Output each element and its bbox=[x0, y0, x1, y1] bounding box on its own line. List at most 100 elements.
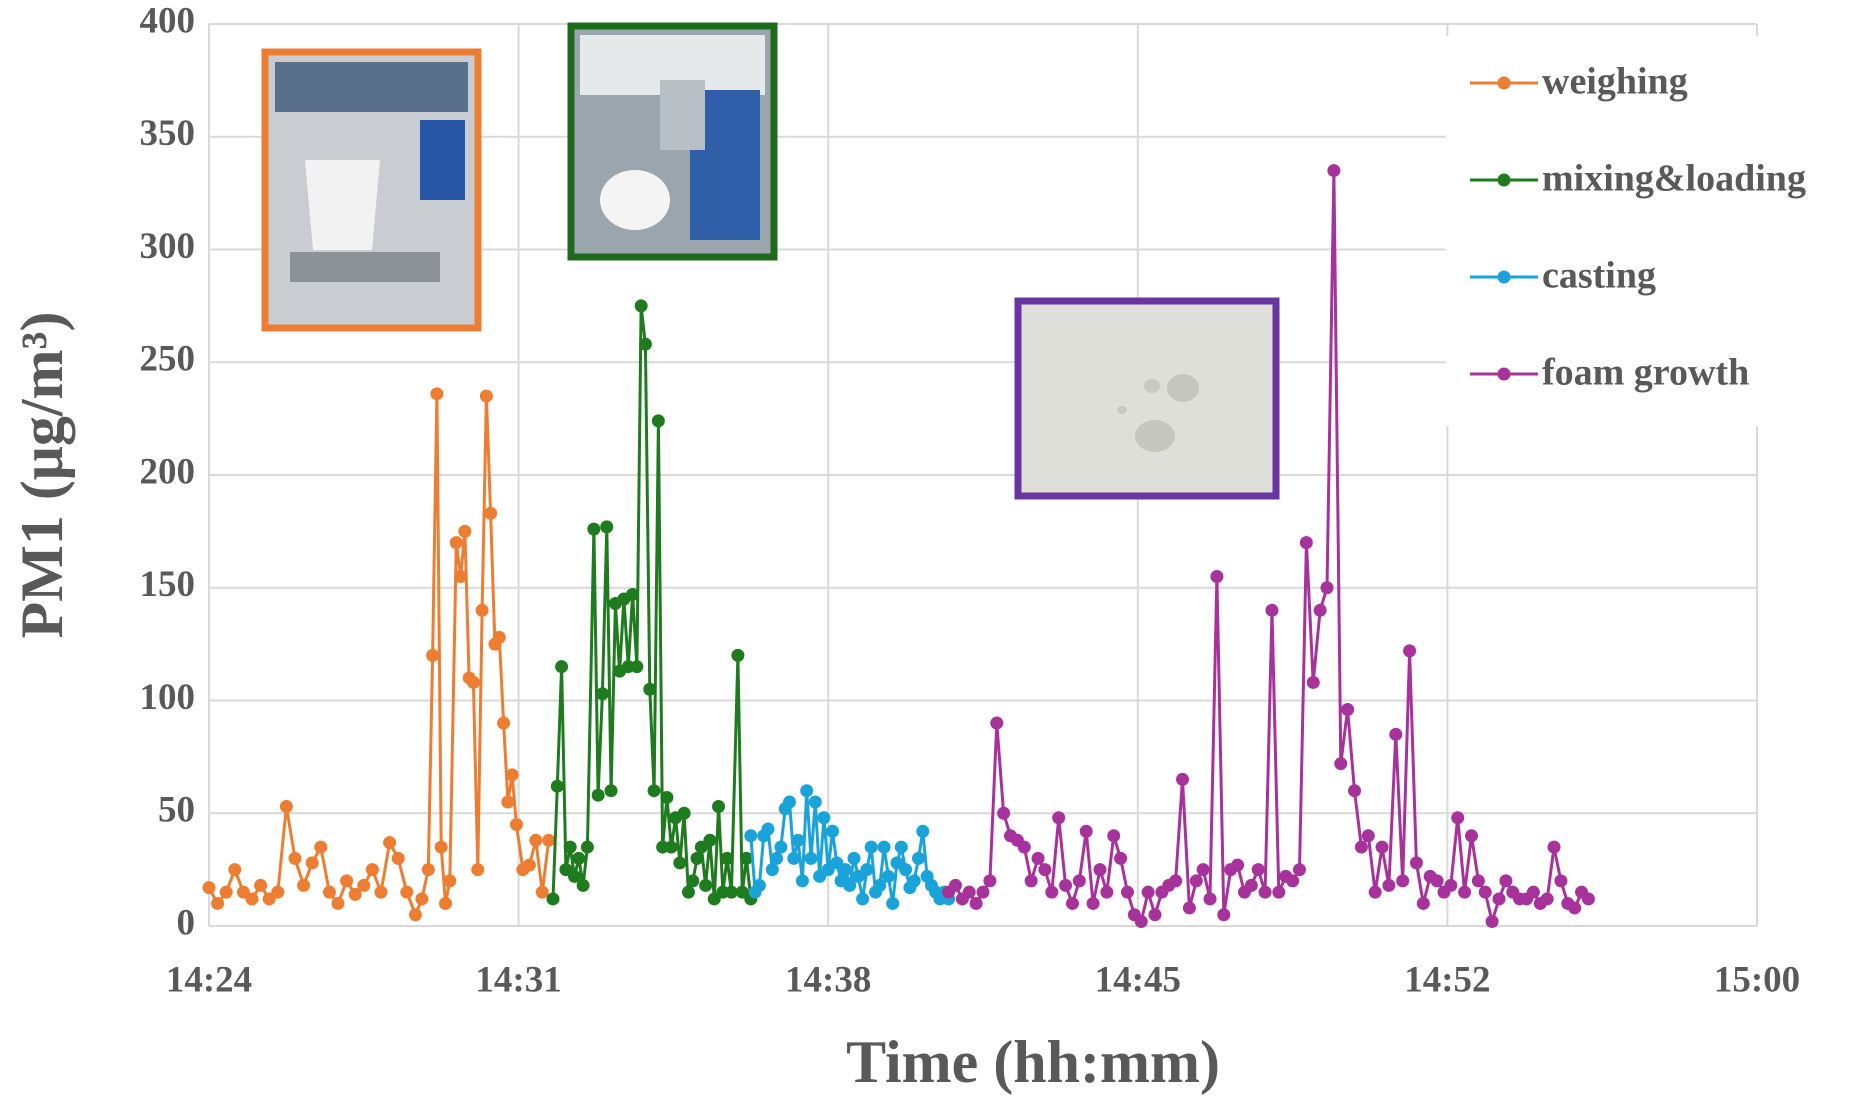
y-tick-label: 350 bbox=[140, 113, 196, 154]
point bbox=[1444, 878, 1458, 892]
point bbox=[509, 818, 523, 832]
point bbox=[580, 840, 594, 854]
point bbox=[1038, 863, 1052, 877]
point bbox=[1079, 824, 1093, 838]
point bbox=[348, 887, 362, 901]
point bbox=[1334, 757, 1348, 771]
x-tick-label: 14:31 bbox=[475, 959, 561, 1000]
point bbox=[1052, 811, 1066, 825]
x-tick-label: 15:00 bbox=[1714, 959, 1800, 1000]
point bbox=[673, 856, 687, 870]
point bbox=[1169, 874, 1183, 888]
point bbox=[907, 874, 921, 888]
photo-mixing bbox=[567, 22, 778, 261]
point bbox=[1265, 603, 1279, 617]
point bbox=[314, 840, 328, 854]
point bbox=[279, 799, 293, 813]
point bbox=[1217, 908, 1231, 922]
point bbox=[529, 833, 543, 847]
point bbox=[864, 840, 878, 854]
point bbox=[1272, 885, 1286, 899]
point bbox=[1182, 901, 1196, 915]
y-tick-label: 400 bbox=[140, 0, 196, 41]
point bbox=[860, 863, 874, 877]
y-tick-label: 50 bbox=[158, 790, 195, 831]
point bbox=[1203, 892, 1217, 906]
point bbox=[522, 858, 536, 872]
point bbox=[720, 851, 734, 865]
legend-marker bbox=[1497, 76, 1511, 90]
point bbox=[535, 885, 549, 899]
point bbox=[501, 795, 515, 809]
point bbox=[983, 874, 997, 888]
point bbox=[563, 840, 577, 854]
photo-detail bbox=[1167, 374, 1199, 402]
photo-detail bbox=[275, 62, 468, 112]
point bbox=[434, 840, 448, 854]
point bbox=[1292, 863, 1306, 877]
point bbox=[1313, 603, 1327, 617]
point bbox=[1231, 858, 1245, 872]
point bbox=[1464, 829, 1478, 843]
point bbox=[1327, 164, 1341, 178]
point bbox=[1072, 874, 1086, 888]
point bbox=[550, 779, 564, 793]
point bbox=[254, 878, 268, 892]
y-axis-title: PM1 (μg/m³) bbox=[9, 312, 75, 639]
photo-detail bbox=[1117, 406, 1127, 414]
point bbox=[271, 885, 285, 899]
point bbox=[1107, 829, 1121, 843]
point bbox=[838, 863, 852, 877]
point bbox=[357, 878, 371, 892]
point bbox=[1554, 874, 1568, 888]
point bbox=[1341, 703, 1355, 717]
point bbox=[634, 299, 648, 313]
point bbox=[576, 878, 590, 892]
point bbox=[458, 524, 472, 538]
x-tick-label: 14:52 bbox=[1404, 959, 1490, 1000]
point bbox=[1086, 896, 1100, 910]
point bbox=[1547, 840, 1561, 854]
point bbox=[795, 874, 809, 888]
point bbox=[664, 840, 678, 854]
point bbox=[1196, 863, 1210, 877]
point bbox=[791, 833, 805, 847]
point bbox=[1059, 878, 1073, 892]
x-tick-label: 14:24 bbox=[166, 959, 252, 1000]
point bbox=[245, 892, 259, 906]
point bbox=[1389, 727, 1403, 741]
point bbox=[1286, 874, 1300, 888]
point bbox=[1354, 840, 1368, 854]
point bbox=[1361, 829, 1375, 843]
point bbox=[752, 878, 766, 892]
point bbox=[322, 885, 336, 899]
photo-weighing bbox=[261, 48, 482, 332]
point bbox=[471, 863, 485, 877]
y-tick-label: 300 bbox=[140, 226, 196, 267]
point bbox=[1189, 874, 1203, 888]
point bbox=[660, 790, 674, 804]
photo-foam bbox=[1014, 297, 1280, 500]
point bbox=[604, 784, 618, 798]
point bbox=[1251, 863, 1265, 877]
point bbox=[211, 896, 225, 910]
point bbox=[800, 784, 814, 798]
legend-box bbox=[1446, 36, 1864, 426]
y-tick-label: 0 bbox=[177, 902, 196, 943]
point bbox=[1492, 892, 1506, 906]
point bbox=[1499, 874, 1513, 888]
point bbox=[1348, 784, 1362, 798]
point bbox=[1368, 885, 1382, 899]
legend-marker bbox=[1497, 173, 1511, 187]
point bbox=[1306, 675, 1320, 689]
series-line bbox=[551, 304, 753, 901]
point bbox=[1416, 896, 1430, 910]
point bbox=[1485, 914, 1499, 928]
point bbox=[202, 881, 216, 895]
point bbox=[969, 896, 983, 910]
series-line bbox=[947, 169, 1590, 923]
point bbox=[340, 874, 354, 888]
point bbox=[873, 878, 887, 892]
point bbox=[475, 603, 489, 617]
point bbox=[591, 788, 605, 802]
